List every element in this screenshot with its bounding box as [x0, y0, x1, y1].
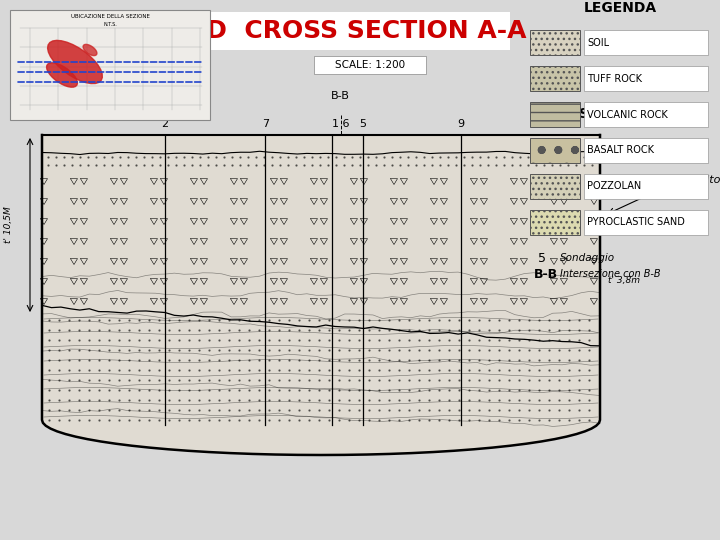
Text: SOIL: SOIL [587, 38, 609, 48]
FancyBboxPatch shape [530, 30, 580, 56]
Text: 5: 5 [359, 119, 366, 129]
Text: Intersezione con B-B: Intersezione con B-B [560, 269, 661, 279]
Text: TUFF ROCK: TUFF ROCK [587, 74, 642, 84]
Bar [584, 30, 708, 56]
Bar [584, 174, 708, 199]
Polygon shape [48, 40, 102, 84]
Text: 2: 2 [161, 119, 168, 129]
Text: PYROCLASTIC SAND: PYROCLASTIC SAND [587, 217, 685, 227]
FancyBboxPatch shape [314, 56, 426, 74]
Text: GROUND  CROSS SECTION A-A: GROUND CROSS SECTION A-A [104, 19, 526, 43]
FancyBboxPatch shape [530, 102, 580, 127]
Text: SCALE: 1:200: SCALE: 1:200 [335, 60, 405, 70]
Text: 1 6: 1 6 [332, 119, 349, 129]
Bar [584, 138, 708, 163]
FancyBboxPatch shape [530, 174, 580, 199]
Text: VOLCANIC ROCK: VOLCANIC ROCK [587, 110, 667, 119]
Text: B-B: B-B [534, 267, 558, 280]
Bar [120, 12, 510, 50]
Text: Basalto: Basalto [680, 175, 720, 185]
Bar [584, 66, 708, 91]
Text: BASALT ROCK: BASALT ROCK [587, 145, 654, 156]
Text: Sondaggio: Sondaggio [560, 253, 615, 263]
Text: t' 10,5M: t' 10,5M [4, 207, 12, 244]
Text: NW: NW [44, 107, 71, 121]
Bar [10, 10, 210, 120]
Text: 9: 9 [457, 119, 464, 129]
Polygon shape [47, 63, 77, 87]
PathPatch shape [42, 135, 600, 455]
Bar [584, 210, 708, 234]
Text: B-B: B-B [331, 91, 350, 101]
Polygon shape [83, 44, 97, 56]
FancyBboxPatch shape [530, 138, 580, 163]
FancyBboxPatch shape [530, 66, 580, 91]
Bar [584, 102, 708, 127]
Text: UBICAZIONE DELLA SEZIONE: UBICAZIONE DELLA SEZIONE [71, 14, 150, 18]
Polygon shape [42, 135, 600, 455]
Text: t' 3,8m: t' 3,8m [608, 275, 640, 285]
Text: LEGENDA: LEGENDA [583, 1, 657, 15]
Text: POZZOLAN: POZZOLAN [587, 181, 642, 191]
Text: N.T.S.: N.T.S. [103, 22, 117, 26]
Text: 5: 5 [538, 252, 546, 265]
Text: 7: 7 [261, 119, 269, 129]
FancyBboxPatch shape [530, 210, 580, 234]
Text: SE: SE [578, 107, 598, 121]
